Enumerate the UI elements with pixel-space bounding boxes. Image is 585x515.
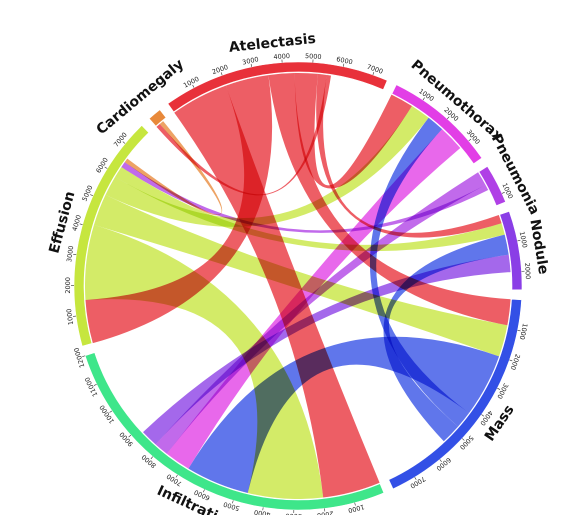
tick-mark: [461, 438, 465, 441]
tick-mark: [122, 141, 126, 144]
tick-mark: [497, 387, 501, 390]
tick-mark: [414, 477, 417, 480]
tick-mark: [439, 459, 442, 462]
tick-mark: [109, 410, 113, 413]
tick-mark: [517, 330, 521, 332]
ribbons-layer: [85, 73, 511, 499]
tick-mark: [354, 502, 356, 506]
arc-nodule: [499, 210, 523, 291]
tick-label: 4000: [273, 52, 290, 61]
tick-mark: [501, 191, 505, 194]
tick-label: 1000: [65, 308, 75, 325]
tick-mark: [90, 194, 94, 197]
ribbon-effusion-mass: [93, 194, 508, 357]
tick-label: 12000: [72, 347, 86, 369]
tick-label: 2000: [64, 277, 72, 294]
tick-mark: [422, 97, 425, 101]
group-arcs-layer: [73, 61, 523, 511]
arc-cardiomegaly: [148, 109, 167, 127]
arc-effusion: [73, 125, 150, 347]
tick-mark: [481, 414, 485, 417]
ribbon-atelectasis-mass: [268, 73, 511, 326]
tick-label: 1000: [347, 503, 365, 515]
ribbon-atelectasis-infiltration: [174, 85, 380, 498]
ribbon-mass-nodule: [383, 234, 509, 442]
ribbon-pneumonia-infiltration: [155, 172, 486, 454]
tick-mark: [150, 456, 154, 460]
arc-pneumonia: [478, 165, 506, 207]
ribbon-pneumothorax-infiltration: [166, 129, 461, 469]
ribbon-cardiomegaly-effusion: [124, 121, 223, 216]
ribbon-effusion-nodule: [115, 166, 505, 252]
tick-mark: [446, 116, 450, 120]
arc-pneumothorax: [391, 84, 483, 165]
tick-mark: [468, 138, 472, 142]
ribbon-nodule-infiltration: [143, 254, 511, 445]
tick-mark: [250, 63, 252, 67]
tick-label: 5000: [305, 52, 322, 61]
tick-label: 1000: [518, 231, 529, 249]
tick-mark: [517, 240, 521, 242]
arc-mass: [388, 298, 522, 490]
tick-label: 2000: [523, 262, 532, 279]
tick-label: 2000: [317, 509, 334, 515]
tick-label: 3000: [65, 245, 75, 263]
tick-mark: [82, 355, 86, 357]
ribbon-atelectasis-pneumothorax: [294, 73, 412, 189]
tick-label: 3000: [242, 55, 260, 66]
tick-mark: [343, 63, 345, 67]
tick-mark: [202, 489, 205, 493]
tick-mark: [220, 72, 223, 76]
tick-label: 1000: [518, 323, 529, 341]
tick-mark: [192, 84, 195, 88]
tick-label: 6000: [336, 55, 354, 66]
arc-infiltration: [84, 352, 385, 511]
tick-mark: [128, 434, 132, 438]
arc-atelectasis: [167, 61, 388, 113]
tick-label: 3000: [285, 512, 302, 515]
tick-mark: [175, 474, 178, 478]
tick-mark: [93, 383, 97, 386]
tick-mark: [372, 71, 375, 75]
tick-mark: [509, 359, 513, 362]
group-label-cardiomegaly: Cardiomegaly: [94, 56, 188, 138]
ribbon-atelectasis-nodule: [316, 73, 502, 238]
tick-mark: [104, 166, 108, 169]
tick-mark: [232, 500, 234, 504]
ribbon-effusion-pneumothorax: [105, 106, 429, 227]
tick-label: 4000: [253, 508, 271, 515]
group-label-atelectasis: Atelectasis: [228, 31, 316, 56]
tick-mark: [79, 223, 83, 225]
